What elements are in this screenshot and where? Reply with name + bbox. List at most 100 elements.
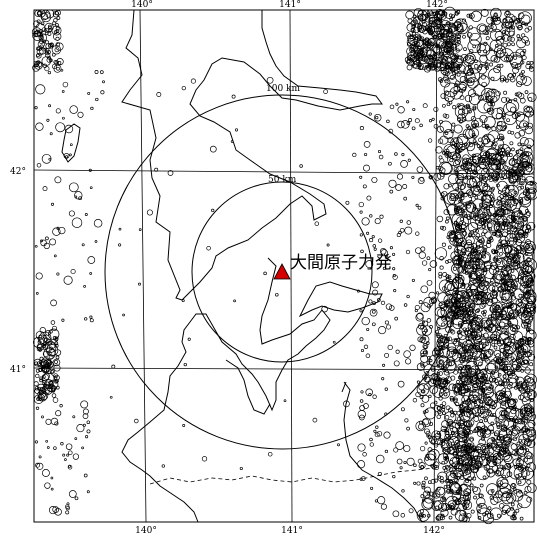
epicenter-circle bbox=[45, 40, 49, 45]
epicenter-circle bbox=[465, 261, 474, 270]
epicenter-circle bbox=[416, 383, 430, 396]
epicenter-circle bbox=[495, 90, 501, 97]
epicenter-circle bbox=[465, 201, 470, 206]
epicenter-circle bbox=[488, 327, 493, 332]
epicenter-circle bbox=[403, 303, 408, 307]
epicenter-circle bbox=[475, 443, 487, 454]
epicenter-circle bbox=[483, 464, 491, 471]
epicenter-circle bbox=[414, 309, 418, 313]
epicenter-circle bbox=[437, 77, 443, 82]
lon-tick-140-bottom: 140° bbox=[135, 526, 157, 536]
epicenter-circle bbox=[445, 260, 449, 264]
epicenter-circle bbox=[514, 309, 519, 314]
epicenter-circle bbox=[477, 291, 488, 302]
epicenter-circle bbox=[484, 348, 494, 358]
epicenter-circle bbox=[445, 219, 449, 224]
epicenter-circle bbox=[487, 396, 491, 400]
epicenter-circle bbox=[507, 304, 512, 309]
epicenter-circle bbox=[419, 509, 424, 514]
epicenter-circle bbox=[41, 384, 53, 396]
epicenter-circle bbox=[476, 23, 488, 35]
epicenter-circle bbox=[475, 348, 480, 353]
epicenter-circle bbox=[460, 241, 466, 247]
epicenter-circle bbox=[54, 23, 59, 28]
epicenter-circle bbox=[50, 369, 55, 374]
coast-mutsu-bay bbox=[225, 359, 271, 415]
epicenter-circle bbox=[69, 105, 78, 114]
epicenter-circle bbox=[467, 321, 479, 333]
epicenter-circle bbox=[502, 150, 507, 156]
epicenter-circle bbox=[483, 63, 489, 69]
epicenter-circle bbox=[421, 395, 430, 403]
epicenter-circle bbox=[468, 59, 482, 74]
epicenter-circle bbox=[54, 11, 59, 16]
epicenter-circle bbox=[326, 243, 330, 247]
epicenter-circle bbox=[455, 440, 459, 444]
site-label: 大間原子力発 bbox=[290, 253, 392, 273]
epicenter-circle bbox=[52, 358, 61, 367]
epicenter-circle bbox=[508, 153, 513, 157]
epicenter-circle bbox=[507, 489, 513, 495]
epicenter-circle bbox=[41, 39, 46, 44]
epicenter-circle bbox=[496, 208, 505, 218]
epicenter-circle bbox=[419, 361, 425, 367]
epicenter-circle bbox=[516, 347, 525, 357]
epicenter-circle bbox=[57, 61, 62, 65]
epicenter-circle bbox=[486, 483, 499, 496]
epicenter-circle bbox=[525, 290, 530, 295]
epicenter-circle bbox=[379, 248, 387, 255]
epicenter-circle bbox=[422, 103, 428, 109]
epicenter-circle bbox=[422, 513, 426, 518]
epicenter-circle bbox=[88, 168, 92, 172]
epicenter-circle bbox=[503, 366, 508, 371]
epicenter-circle bbox=[508, 51, 523, 66]
epicenter-circle bbox=[471, 132, 476, 137]
epicenter-circle bbox=[454, 315, 459, 320]
epicenter-circle bbox=[479, 419, 483, 423]
epicenter-circle bbox=[463, 283, 471, 291]
epicenter-circle bbox=[375, 454, 385, 464]
epicenter-circle bbox=[493, 255, 499, 260]
epicenter-circle bbox=[122, 313, 125, 317]
epicenter-circle bbox=[48, 361, 52, 366]
epicenter-circle bbox=[525, 175, 535, 186]
epicenter-circle bbox=[36, 45, 43, 51]
epicenter-circle bbox=[455, 249, 460, 254]
epicenter-circle bbox=[435, 329, 440, 334]
epicenter-circle bbox=[481, 224, 487, 230]
epicenter-circle bbox=[513, 198, 519, 205]
epicenter-circle bbox=[468, 232, 473, 237]
epicenter-circle bbox=[458, 413, 463, 418]
epicenter-circle bbox=[416, 62, 421, 67]
epicenter-circle bbox=[406, 220, 412, 225]
epicenter-circle bbox=[429, 421, 434, 426]
epicenter-circle bbox=[450, 505, 455, 511]
ring-label-100km: 100 km bbox=[266, 84, 300, 94]
epicenter-circle bbox=[493, 458, 502, 467]
epicenter-circle bbox=[496, 451, 501, 456]
epicenter-circle bbox=[458, 275, 463, 279]
epicenter-circle bbox=[482, 475, 487, 480]
epicenter-circle bbox=[525, 329, 537, 341]
epicenter-circle bbox=[437, 409, 442, 415]
epicenter-circle bbox=[436, 431, 441, 435]
epicenter-circle bbox=[463, 350, 468, 354]
epicenter-circle bbox=[502, 290, 507, 295]
epicenter-circle bbox=[524, 229, 529, 234]
epicenter-circle bbox=[441, 346, 446, 350]
epicenter-circle bbox=[496, 49, 505, 59]
epicenter-circle bbox=[384, 320, 389, 325]
epicenter-circle bbox=[475, 229, 479, 233]
epicenter-circle bbox=[511, 262, 516, 267]
epicenter-circle bbox=[492, 452, 504, 464]
epicenter-circle bbox=[440, 55, 447, 62]
epicenter-circle bbox=[502, 30, 506, 34]
epicenter-circle bbox=[68, 490, 77, 498]
epicenter-circle bbox=[417, 63, 424, 70]
epicenter-circle bbox=[453, 338, 458, 343]
epicenter-circle bbox=[447, 61, 454, 68]
epicenter-circle bbox=[161, 464, 165, 468]
epicenter-circle bbox=[463, 478, 472, 487]
epicenter-circle bbox=[504, 10, 511, 18]
